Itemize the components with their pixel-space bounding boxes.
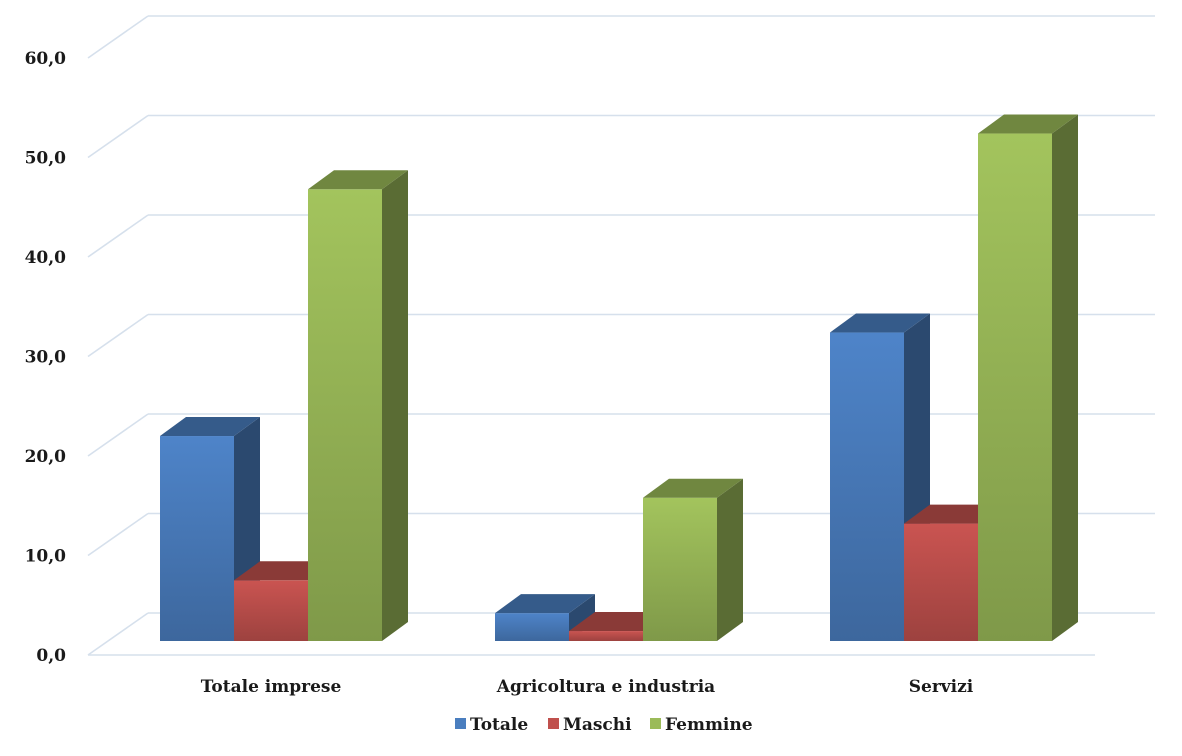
- bar-front: [308, 189, 382, 641]
- legend-swatch: [548, 718, 559, 729]
- bar-top: [830, 313, 930, 333]
- bar-front: [234, 580, 308, 641]
- legend-label: Maschi: [563, 715, 632, 735]
- y-tick-label: 20,0: [25, 447, 67, 467]
- gridline-diagonal: [87, 612, 149, 656]
- bar-femmine: [643, 478, 743, 641]
- legend-swatch: [650, 718, 661, 729]
- bar-front: [830, 332, 904, 641]
- gridline-diagonal: [87, 512, 149, 557]
- gridline-diagonal: [87, 214, 149, 258]
- x-tick-label: Servizi: [909, 677, 974, 697]
- gridline-diagonal: [87, 114, 149, 159]
- y-tick-label: 40,0: [25, 248, 67, 268]
- x-tick-label: Agricoltura e industria: [496, 677, 715, 697]
- legend-label: Totale: [470, 715, 528, 735]
- gridline-diagonal: [87, 15, 149, 59]
- gridline-diagonal: [87, 413, 149, 457]
- legend-label: Femmine: [665, 715, 753, 735]
- y-tick-label: 0,0: [36, 646, 66, 666]
- y-tick-label: 10,0: [25, 547, 67, 567]
- bar-side: [717, 478, 743, 641]
- bar-side: [1052, 114, 1078, 642]
- bar-side: [382, 170, 408, 641]
- bar-femmine: [978, 114, 1078, 642]
- bar-top: [160, 417, 260, 437]
- y-axis-ticks: 0,0 10,0 20,0 30,0 40,0 50,0 60,0: [25, 49, 67, 666]
- bar-front: [160, 436, 234, 641]
- gridline-diagonal: [87, 313, 149, 358]
- bar-femmine: [308, 170, 408, 641]
- bar-top: [978, 114, 1078, 134]
- bar-top: [495, 594, 595, 614]
- y-tick-label: 50,0: [25, 149, 67, 169]
- bar-top: [308, 170, 408, 190]
- bars-group: [160, 114, 1078, 642]
- bar-front: [643, 497, 717, 641]
- bar-front: [569, 631, 643, 641]
- y-tick-label: 30,0: [25, 348, 67, 368]
- bar-top: [643, 478, 743, 498]
- bar-front: [495, 613, 569, 641]
- y-tick-label: 60,0: [25, 49, 67, 69]
- x-tick-label: Totale imprese: [201, 677, 342, 697]
- legend: Totale Maschi Femmine: [455, 715, 753, 735]
- legend-swatch: [455, 718, 466, 729]
- bar-front: [978, 133, 1052, 642]
- bar-front: [904, 523, 978, 641]
- x-axis-ticks: Totale imprese Agricoltura e industria Ser…: [201, 677, 974, 697]
